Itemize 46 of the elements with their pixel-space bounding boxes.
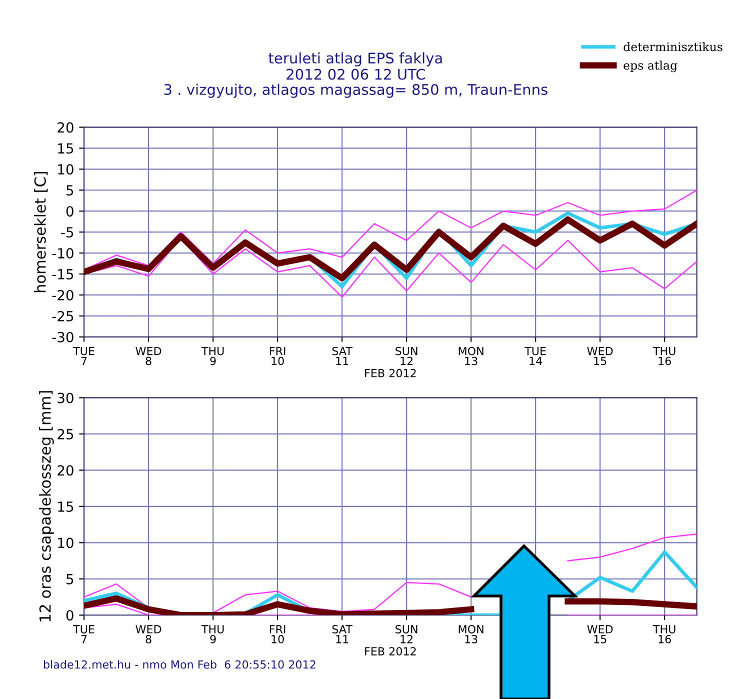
x-tick-label: THU 16 <box>652 625 676 644</box>
y-axis-title: 12 oras csapadekosszeg [mm] <box>39 391 54 622</box>
x-tick-label: FRI 10 <box>270 346 286 366</box>
y-tick-label: -10 <box>52 248 74 259</box>
x-axis-title: FEB 2012 <box>365 647 416 656</box>
y-tick-label: 20 <box>58 465 74 476</box>
y-tick-label: 5 <box>66 574 74 584</box>
x-tick-label: SAT 11 <box>332 625 352 644</box>
x-tick-label: SUN 12 <box>396 625 418 644</box>
x-tick-label: TUE 7 <box>73 346 94 365</box>
y-tick-label: -30 <box>52 332 74 342</box>
x-tick-label: MON 13 <box>458 346 484 366</box>
legend-label: determinisztikus <box>624 42 722 52</box>
y-tick-label: 10 <box>58 538 74 548</box>
y-tick-label: 15 <box>58 143 74 154</box>
y-axis-title: homerseklet [C] <box>34 172 48 292</box>
y-tick-label: -15 <box>52 269 74 280</box>
x-tick-label: WED 8 <box>136 625 162 644</box>
text: blade12.met.hu - nmo Mon Feb 6 20:55:10 2012 <box>44 660 316 669</box>
x-tick-label: WED 15 <box>587 625 613 644</box>
x-tick-label: THU 16 <box>652 346 676 366</box>
x-axis-title: FEB 2012 <box>365 368 416 378</box>
y-tick-label: 0 <box>66 610 74 621</box>
x-tick-label: THU 9 <box>201 625 224 644</box>
x-tick-label: SAT 11 <box>332 346 352 365</box>
y-tick-label: -5 <box>61 227 74 238</box>
x-tick-label: FRI 10 <box>270 625 286 644</box>
x-tick-label: MON 13 <box>458 625 484 644</box>
legend-label: eps atlag <box>624 60 678 72</box>
y-tick-label: 5 <box>66 185 74 196</box>
y-tick-label: 0 <box>66 206 74 217</box>
y-tick-label: 15 <box>58 502 74 512</box>
x-tick-label: WED 15 <box>587 346 613 366</box>
y-tick-label: -20 <box>52 290 74 300</box>
y-tick-label: 25 <box>58 428 74 440</box>
chart-subtitle: 2012 02 06 12 UTC 3 . vizgyujto, atlagos magassag= 850 m, Traun-Enns <box>164 68 548 98</box>
y-tick-label: 10 <box>58 164 74 175</box>
y-tick-label: -25 <box>52 310 74 322</box>
x-tick-label: WED 8 <box>136 346 162 366</box>
y-tick-label: 20 <box>58 122 74 133</box>
y-tick-label: 30 <box>58 392 74 404</box>
x-tick-label: SUN 12 <box>396 346 418 365</box>
x-tick-label: TUE 14 <box>524 346 546 365</box>
chart-title: teruleti atlag EPS faklya <box>268 52 442 66</box>
x-tick-label: TUE 7 <box>73 625 94 644</box>
x-tick-label: THU 9 <box>201 346 224 366</box>
